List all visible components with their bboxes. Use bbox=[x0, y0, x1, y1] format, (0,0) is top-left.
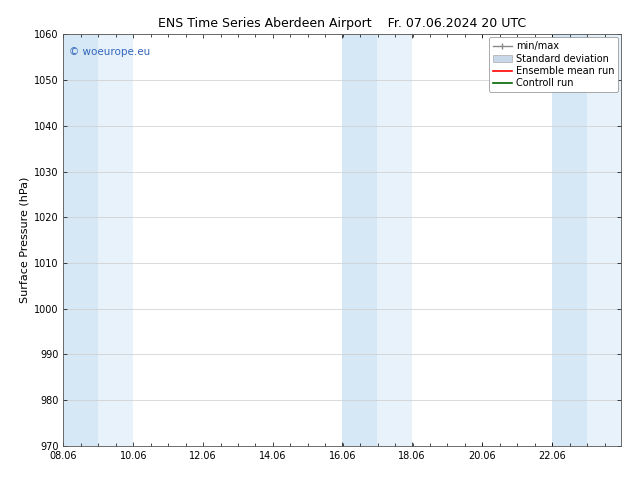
Title: ENS Time Series Aberdeen Airport    Fr. 07.06.2024 20 UTC: ENS Time Series Aberdeen Airport Fr. 07.… bbox=[158, 17, 526, 30]
Y-axis label: Surface Pressure (hPa): Surface Pressure (hPa) bbox=[20, 177, 30, 303]
Text: © woeurope.eu: © woeurope.eu bbox=[69, 47, 150, 57]
Bar bbox=[98, 34, 133, 446]
Bar bbox=[586, 34, 621, 446]
Bar bbox=[552, 34, 586, 446]
Bar bbox=[342, 34, 377, 446]
Bar bbox=[63, 34, 98, 446]
Bar bbox=[377, 34, 412, 446]
Legend: min/max, Standard deviation, Ensemble mean run, Controll run: min/max, Standard deviation, Ensemble me… bbox=[489, 37, 618, 92]
